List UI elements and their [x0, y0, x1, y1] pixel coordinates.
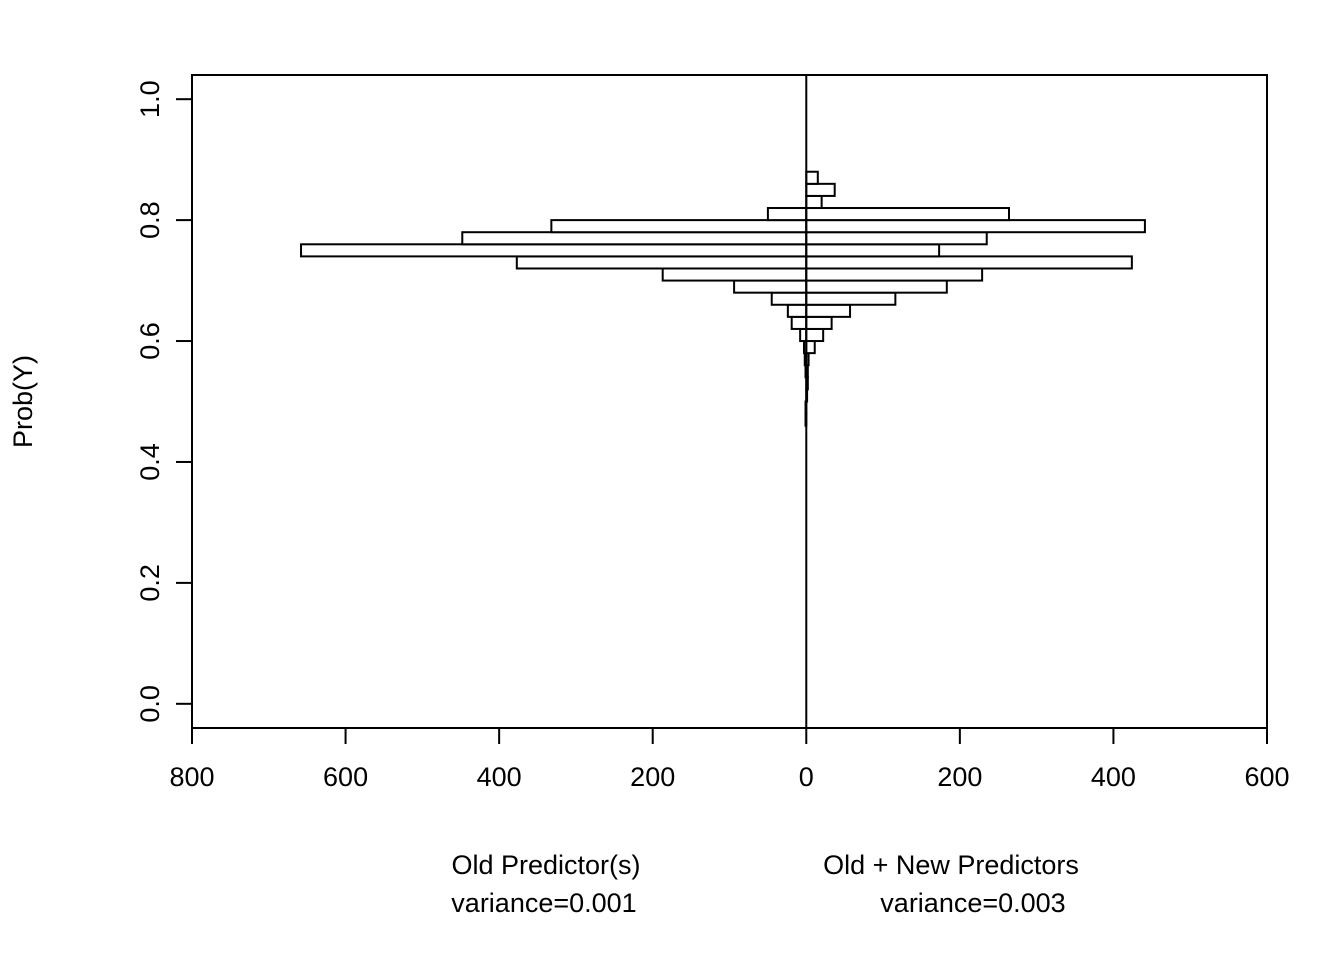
old-bar-6 — [790, 315, 808, 330]
new-bar-13 — [805, 231, 988, 246]
new-bar-12 — [805, 243, 941, 258]
x-tick-label-0: 800 — [169, 762, 214, 792]
new-bar-10 — [805, 267, 984, 282]
old-bar-12 — [300, 243, 808, 258]
y-tick-label-3: 0.6 — [135, 322, 165, 360]
new-bar-16 — [805, 194, 823, 210]
x-tick-label-7: 600 — [1244, 762, 1289, 792]
y-tick-label-1: 0.2 — [135, 564, 165, 602]
y-tick-label-4: 0.8 — [135, 201, 165, 239]
x-tick-label-2: 400 — [477, 762, 522, 792]
new-bar-4 — [805, 340, 816, 355]
old-predictors-histogram — [300, 207, 808, 427]
new-predictors-label: Old + New Predictors — [823, 850, 1079, 880]
new-bar-5 — [805, 327, 825, 343]
x-tick-label-3: 200 — [630, 762, 675, 792]
y-axis: 0.0 0.2 0.4 0.6 0.8 1.0 — [135, 80, 192, 723]
old-bar-14 — [550, 219, 808, 234]
y-tick-label-2: 0.4 — [135, 443, 165, 481]
new-bar-9 — [805, 279, 948, 294]
x-tick-label-1: 600 — [323, 762, 368, 792]
new-bar-15 — [805, 207, 1010, 222]
y-tick-label-0: 0.0 — [135, 685, 165, 723]
old-bar-10 — [661, 267, 808, 282]
new-predictors-variance: variance=0.003 — [880, 888, 1065, 918]
new-bar-14 — [805, 219, 1146, 234]
new-bar-18 — [805, 170, 819, 185]
old-bar-13 — [461, 231, 808, 246]
old-bar-7 — [786, 303, 808, 318]
x-tick-label-5: 200 — [937, 762, 982, 792]
plot-frame — [191, 74, 1268, 729]
x-tick-label-6: 400 — [1091, 762, 1136, 792]
old-predictors-variance: variance=0.001 — [451, 888, 636, 918]
y-tick-label-5: 1.0 — [135, 80, 165, 118]
new-bar-11 — [805, 255, 1133, 270]
x-tick-label-4: 0 — [799, 762, 814, 792]
old-bar-9 — [733, 279, 808, 294]
new-bar-17 — [805, 182, 836, 197]
new-bar-7 — [805, 303, 852, 318]
new-bar-8 — [805, 291, 897, 306]
old-bar-8 — [770, 291, 808, 306]
old-predictors-label: Old Predictor(s) — [451, 850, 640, 880]
new-predictors-histogram — [805, 170, 1146, 403]
old-bar-15 — [766, 207, 808, 222]
y-axis-label: Prob(Y) — [8, 355, 38, 448]
new-bar-6 — [805, 315, 833, 330]
x-axis: 800 600 400 200 0 200 400 600 — [169, 727, 1290, 792]
old-bar-11 — [515, 255, 808, 270]
